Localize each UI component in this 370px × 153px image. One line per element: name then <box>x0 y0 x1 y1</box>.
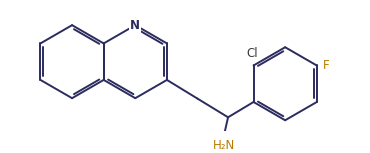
Text: Cl: Cl <box>246 47 258 60</box>
Text: H₂N: H₂N <box>213 139 235 152</box>
Text: N: N <box>130 19 140 32</box>
Text: F: F <box>323 59 329 72</box>
